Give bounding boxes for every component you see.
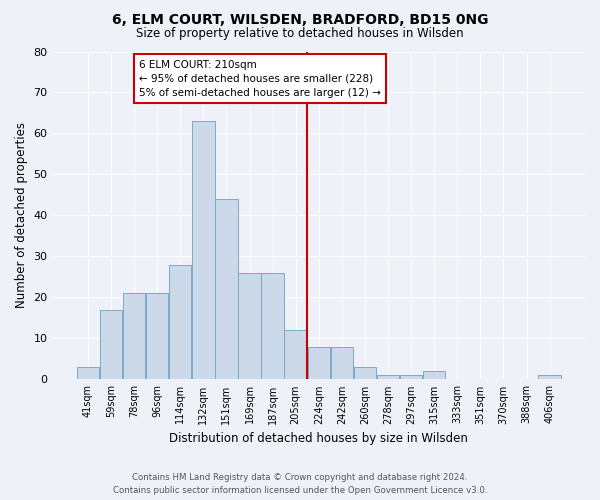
Bar <box>238 273 261 380</box>
Bar <box>538 376 561 380</box>
Bar <box>284 330 307 380</box>
Bar <box>100 310 122 380</box>
Text: 6 ELM COURT: 210sqm
← 95% of detached houses are smaller (228)
5% of semi-detach: 6 ELM COURT: 210sqm ← 95% of detached ho… <box>139 60 380 98</box>
Bar <box>192 121 215 380</box>
Text: Contains HM Land Registry data © Crown copyright and database right 2024.
Contai: Contains HM Land Registry data © Crown c… <box>113 473 487 495</box>
Bar <box>354 367 376 380</box>
Bar <box>123 294 145 380</box>
Text: 6, ELM COURT, WILSDEN, BRADFORD, BD15 0NG: 6, ELM COURT, WILSDEN, BRADFORD, BD15 0N… <box>112 12 488 26</box>
Bar <box>377 376 399 380</box>
Bar <box>215 199 238 380</box>
Bar <box>400 376 422 380</box>
Bar <box>423 371 445 380</box>
Bar <box>262 273 284 380</box>
Bar <box>308 346 330 380</box>
Bar <box>169 264 191 380</box>
Text: Size of property relative to detached houses in Wilsden: Size of property relative to detached ho… <box>136 28 464 40</box>
Y-axis label: Number of detached properties: Number of detached properties <box>15 122 28 308</box>
Bar <box>331 346 353 380</box>
X-axis label: Distribution of detached houses by size in Wilsden: Distribution of detached houses by size … <box>169 432 468 445</box>
Bar <box>146 294 169 380</box>
Bar <box>77 367 99 380</box>
